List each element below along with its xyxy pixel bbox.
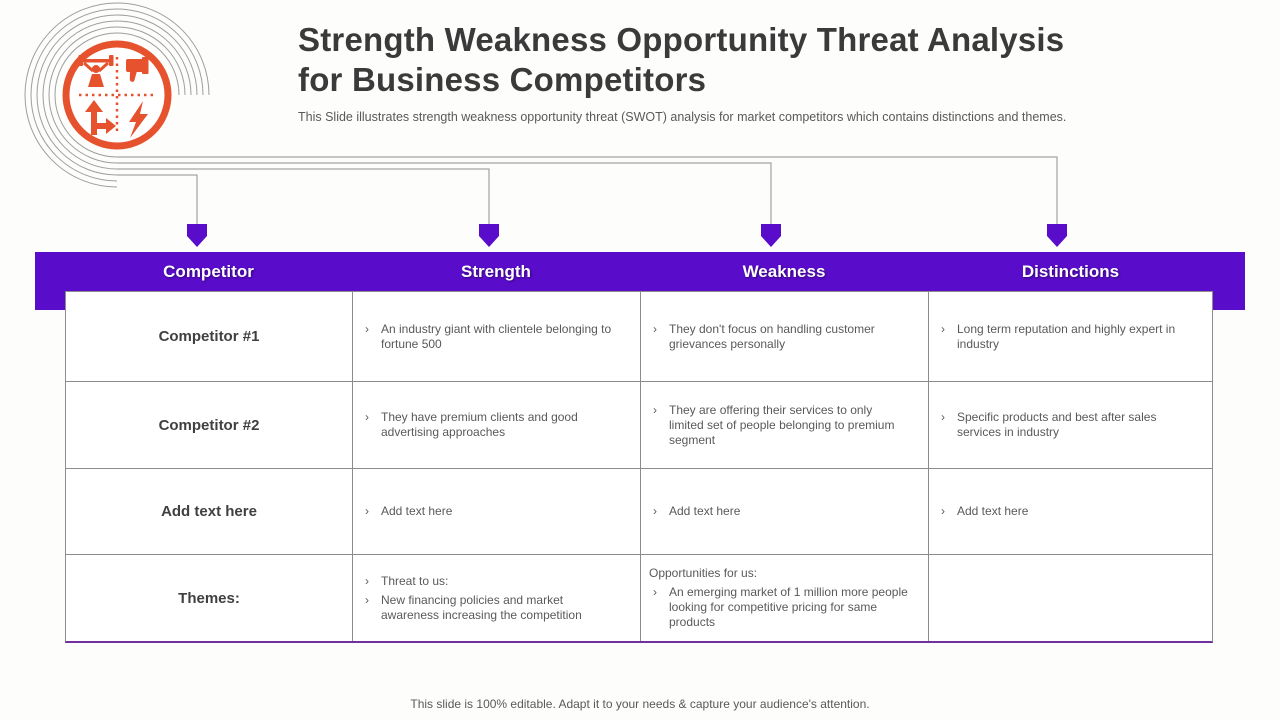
down-arrow-icon (479, 224, 499, 247)
bullet-text: New financing policies and market awaren… (381, 592, 582, 622)
bullet-item: › Threat to us: (361, 574, 620, 589)
down-arrow-icon (1047, 224, 1067, 247)
competitor-2-strength-cell: › They have premium clients and good adv… (353, 382, 641, 469)
themes-distinctions-cell (929, 555, 1212, 641)
down-arrow-icon (187, 224, 207, 247)
bullet-marker: › (365, 321, 369, 336)
bullet-marker: › (941, 504, 945, 518)
bullet-marker: › (365, 504, 369, 518)
bullet-text: They have premium clients and good adver… (381, 410, 578, 439)
bullet-text: They don't focus on handling customer gr… (669, 321, 875, 351)
bullet-text: They are offering their services to only… (669, 402, 895, 447)
bullet-item: › Long term reputation and highly expert… (937, 322, 1192, 352)
themes-row-label: Themes: (66, 555, 353, 641)
bullet-item: › Add text here (361, 504, 620, 519)
bullet-text: An industry giant with clientele belongi… (381, 321, 612, 351)
header-weakness: Weakness (742, 261, 826, 281)
add-text-distinctions-cell: › Add text here (929, 469, 1212, 555)
bullet-item: › They don't focus on handling customer … (649, 322, 908, 352)
bullet-marker: › (653, 321, 657, 336)
competitor-1-label: Competitor #1 (66, 292, 353, 382)
competitor-1-distinctions-cell: › Long term reputation and highly expert… (929, 292, 1212, 382)
competitor-1-strength-cell: › An industry giant with clientele belon… (353, 292, 641, 382)
bullet-item: › Add text here (649, 504, 908, 519)
slide-title: Strength Weakness Opportunity Threat Ana… (298, 21, 1065, 99)
swot-table: Competitor #1 › An industry giant with c… (65, 291, 1213, 643)
themes-weakness-cell: Opportunities for us: › An emerging mark… (641, 555, 929, 641)
add-text-strength-cell: › Add text here (353, 469, 641, 555)
bullet-text: Add text here (957, 504, 1029, 518)
bullet-text: An emerging market of 1 million more peo… (669, 585, 908, 629)
bullet-marker: › (365, 573, 369, 588)
connector-lines (117, 156, 1058, 224)
connector-graphic (24, 2, 1067, 247)
thumbs-down-icon (126, 57, 149, 82)
cell-heading: Opportunities for us: (649, 566, 758, 580)
add-text-row-label: Add text here (66, 469, 353, 555)
bullet-marker: › (653, 402, 657, 417)
bullet-marker: › (653, 585, 657, 599)
bullet-text: Add text here (669, 504, 741, 518)
bullet-marker: › (941, 321, 945, 336)
competitor-2-distinctions-cell: › Specific products and best after sales… (929, 382, 1212, 469)
bullet-marker: › (365, 410, 369, 424)
add-text-weakness-cell: › Add text here (641, 469, 929, 555)
header-distinctions: Distinctions (1021, 261, 1120, 281)
table-header-row: Competitor Strength Weakness Distinction… (65, 252, 1245, 291)
bullet-text: Threat to us: (381, 573, 449, 588)
competitor-2-label: Competitor #2 (66, 382, 353, 469)
spiral-rings (24, 2, 210, 188)
bullet-text: Long term reputation and highly expert i… (957, 321, 1176, 351)
split-arrow-icon (85, 100, 116, 135)
bullet-item: › An emerging market of 1 million more p… (649, 585, 908, 630)
bullet-item: › Specific products and best after sales… (937, 410, 1192, 440)
bullet-item: › An industry giant with clientele belon… (361, 322, 620, 352)
header-competitor: Competitor (163, 261, 254, 281)
bullet-marker: › (941, 410, 945, 424)
bullet-item: › New financing policies and market awar… (361, 593, 620, 623)
slide-subtitle: This Slide illustrates strength weakness… (298, 109, 1067, 124)
competitor-1-weakness-cell: › They don't focus on handling customer … (641, 292, 929, 382)
swot-logo (62, 40, 172, 150)
bullet-item: › They have premium clients and good adv… (361, 410, 620, 440)
bullet-text: Add text here (381, 504, 453, 518)
down-arrow-icon (761, 224, 781, 247)
weightlifter-icon (78, 55, 114, 87)
bullet-item: › Add text here (937, 504, 1192, 519)
bullet-text: Specific products and best after sales s… (957, 410, 1157, 439)
header-strength: Strength (461, 261, 531, 281)
bullet-marker: › (653, 504, 657, 518)
lightning-bolt-icon (129, 101, 148, 138)
bullet-item: › They are offering their services to on… (649, 403, 908, 448)
title-block: Strength Weakness Opportunity Threat Ana… (298, 20, 1098, 124)
competitor-2-weakness-cell: › They are offering their services to on… (641, 382, 929, 469)
themes-strength-cell: › Threat to us: › New financing policies… (353, 555, 641, 641)
bullet-marker: › (365, 592, 369, 607)
header-arrows (187, 224, 1067, 247)
footer-note: This slide is 100% editable. Adapt it to… (410, 697, 870, 711)
